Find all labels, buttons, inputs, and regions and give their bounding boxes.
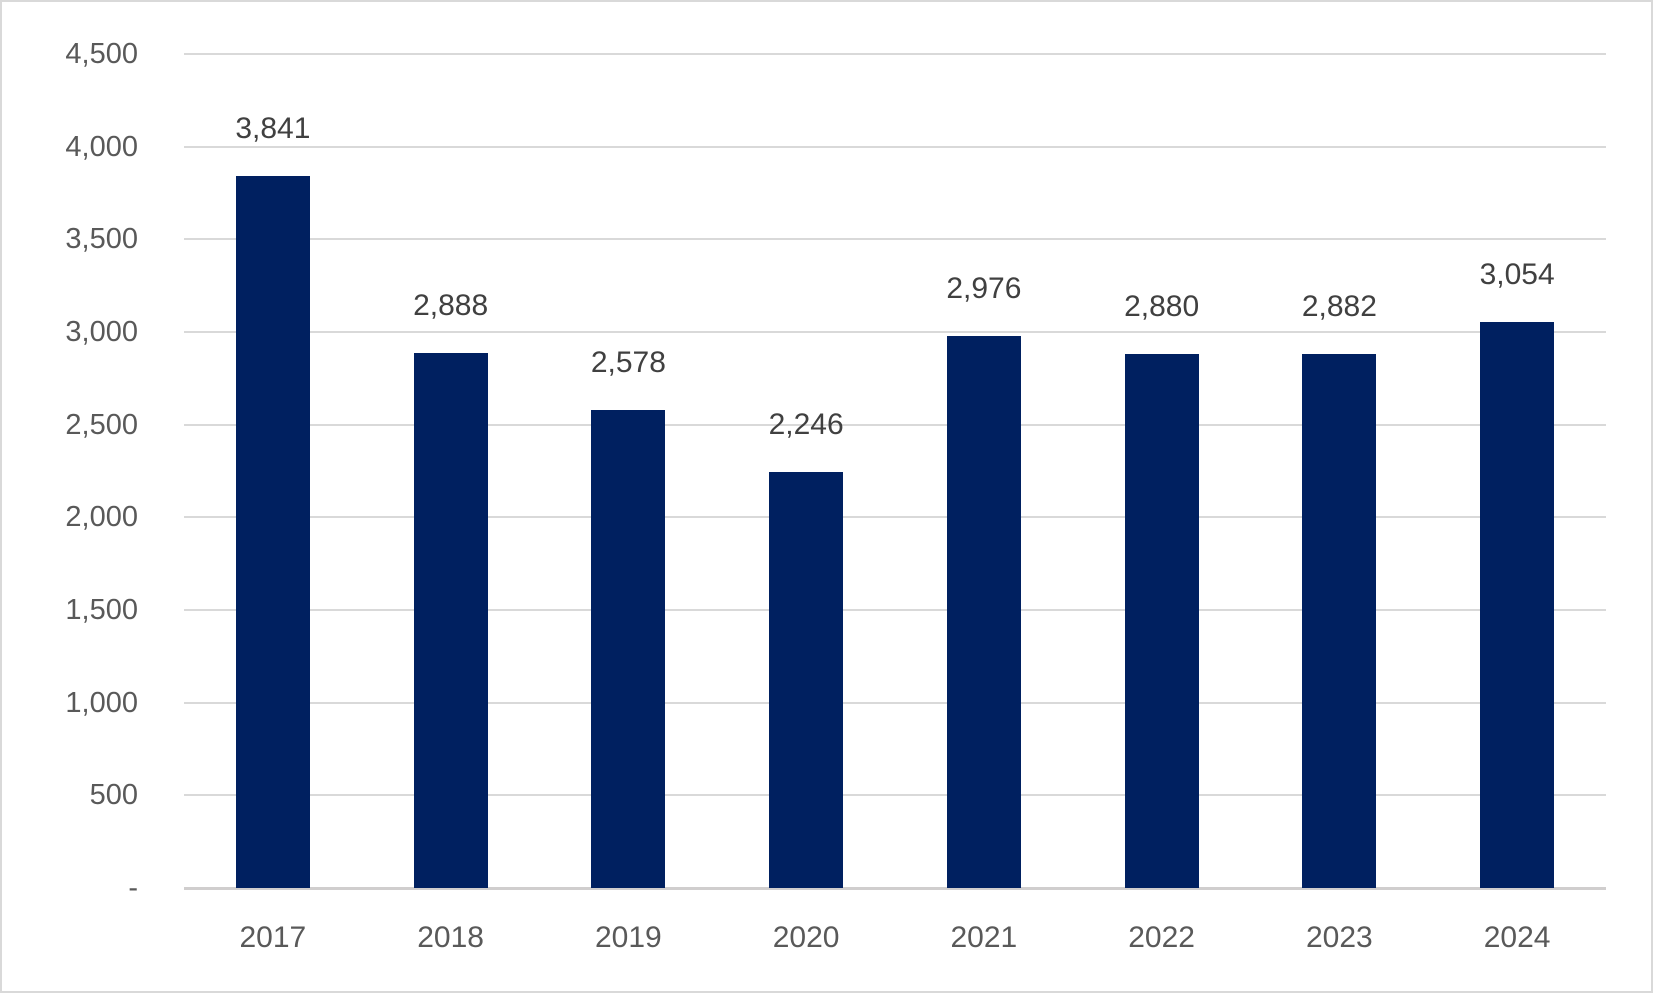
gridline [184, 516, 1606, 519]
bar-2021 [946, 336, 1021, 888]
y-tick-label: 3,500 [65, 223, 138, 256]
bar-value-label: 2,882 [1301, 289, 1377, 323]
bar-value-label: 2,976 [946, 272, 1022, 306]
gridline [184, 238, 1606, 241]
x-axis-line [184, 887, 1606, 890]
gridline [184, 701, 1606, 704]
bar-value-label: 3,054 [1479, 257, 1555, 291]
bar-2017 [235, 176, 310, 888]
y-tick-label: 4,000 [65, 130, 138, 163]
gridline [184, 423, 1606, 426]
y-tick-label: 2,000 [65, 501, 138, 534]
x-tick-label: 2021 [950, 921, 1018, 954]
bar-value-label: 2,880 [1124, 290, 1200, 324]
y-tick-label: 2,500 [65, 408, 138, 441]
x-tick-label: 2020 [772, 921, 840, 954]
bar-value-label: 2,578 [590, 346, 666, 380]
bar-2018 [413, 352, 488, 888]
gridline [184, 331, 1606, 333]
gridline [184, 53, 1606, 55]
bar-2022 [1124, 354, 1199, 888]
bar-2024 [1480, 321, 1555, 888]
y-tick-label: 1,500 [65, 594, 138, 626]
gridline [184, 609, 1606, 611]
x-tick-label: 2024 [1483, 921, 1551, 954]
bar-value-label: 2,246 [768, 407, 844, 441]
y-tick-label: 4,500 [65, 38, 138, 70]
x-tick-label: 2019 [595, 921, 662, 954]
x-tick-label: 2017 [239, 921, 307, 954]
bar-value-label: 2,888 [413, 288, 489, 322]
bar-2020 [769, 471, 844, 888]
x-tick-label: 2018 [417, 921, 484, 954]
y-tick-label: 3,000 [65, 316, 138, 348]
x-tick-label: 2022 [1128, 921, 1195, 954]
x-tick-label: 2023 [1306, 921, 1373, 954]
y-tick-label: 500 [89, 779, 138, 812]
gridline [184, 145, 1606, 148]
y-tick-label: 1,000 [65, 686, 138, 719]
bar-2019 [591, 410, 666, 888]
gridline [184, 794, 1606, 797]
bar-2023 [1302, 353, 1377, 888]
bar-value-label: 3,841 [235, 112, 311, 146]
y-tick-label: - [128, 872, 138, 904]
